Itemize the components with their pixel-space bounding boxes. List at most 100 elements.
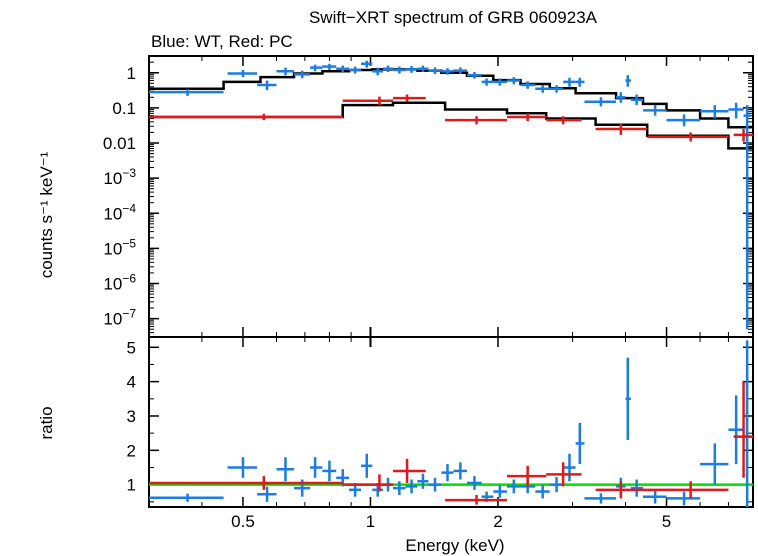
ratio-tick-label: 1 <box>127 476 136 495</box>
data-point <box>700 443 729 485</box>
data-point <box>647 132 729 142</box>
data-point <box>441 464 454 482</box>
x-tick-label: 0.5 <box>231 512 255 531</box>
data-point <box>276 67 295 76</box>
y-tick-label: 10−4 <box>103 201 136 223</box>
data-point <box>506 113 547 122</box>
y-tick-label: 10−5 <box>103 236 136 258</box>
y-tick-label: 10−6 <box>103 272 136 294</box>
data-point <box>493 485 507 498</box>
data-point <box>382 65 393 73</box>
data-point <box>728 395 744 465</box>
data-point <box>595 123 648 135</box>
top-panel-ylabel: counts s⁻¹ keV⁻¹ <box>37 151 56 278</box>
data-point <box>417 65 429 73</box>
data-point <box>453 67 468 75</box>
data-point <box>535 85 550 93</box>
data-point <box>227 69 258 78</box>
data-point <box>441 68 454 75</box>
data-point <box>342 474 393 492</box>
data-point <box>392 66 406 74</box>
y-tick-label: 0.1 <box>112 99 136 118</box>
data-point <box>149 113 343 121</box>
data-point <box>257 80 277 91</box>
ratio-panel-frame <box>148 336 754 508</box>
ratio-data <box>149 340 753 507</box>
data-point <box>643 489 667 504</box>
data-point <box>428 67 442 75</box>
data-point <box>647 481 729 499</box>
data-point <box>616 92 626 103</box>
data-point <box>520 81 536 89</box>
data-point <box>257 486 277 502</box>
data-point <box>417 473 429 489</box>
chart-title: Swift−XRT spectrum of GRB 060923A <box>309 8 598 27</box>
x-tick-label: 2 <box>493 512 502 531</box>
data-point <box>310 457 323 478</box>
data-point <box>630 94 644 106</box>
data-point <box>575 77 585 87</box>
x-tick-label: 1 <box>366 512 375 531</box>
data-point <box>428 477 442 492</box>
data-point <box>506 77 521 85</box>
ratio-tick-label: 3 <box>127 407 136 426</box>
data-point <box>743 105 751 330</box>
ratio-tick-label: 5 <box>127 338 136 357</box>
data-point <box>666 114 701 127</box>
y-tick-label: 10−7 <box>103 307 136 329</box>
ratio-tick-label: 4 <box>127 373 136 392</box>
data-point <box>149 493 224 502</box>
data-point <box>506 465 547 487</box>
data-point <box>361 453 373 478</box>
y-tick-label: 10−3 <box>103 166 136 188</box>
data-point <box>361 60 373 68</box>
data-point <box>392 94 426 102</box>
data-point <box>546 116 582 125</box>
data-point <box>227 457 258 478</box>
data-point <box>584 97 617 107</box>
data-point <box>392 481 406 495</box>
data-point <box>372 67 383 76</box>
data-point <box>405 479 418 494</box>
data-point <box>700 105 729 119</box>
data-point <box>322 63 337 70</box>
data-point <box>149 476 343 490</box>
data-point <box>481 78 494 86</box>
data-point <box>563 453 576 482</box>
data-point <box>535 484 550 499</box>
x-axis-label: Energy (keV) <box>405 536 504 555</box>
data-point <box>467 72 482 79</box>
data-point <box>728 102 744 119</box>
x-tick-label: 5 <box>662 512 671 531</box>
y-tick-label: 0.01 <box>103 134 136 153</box>
data-point <box>310 64 323 72</box>
data-point <box>392 458 426 483</box>
data-point <box>733 129 753 142</box>
data-point <box>575 422 585 465</box>
spectrum-panel-frame <box>148 55 754 338</box>
spectrum-panel: 1 0.1 0.01 10−3 10−4 10−5 10−6 10−7 <box>103 55 754 347</box>
data-point <box>643 105 667 116</box>
chart-subtitle: Blue: WT, Red: PC <box>151 32 293 51</box>
data-point <box>595 481 648 499</box>
data-point <box>666 491 701 506</box>
data-point <box>453 462 468 480</box>
data-point <box>294 70 311 79</box>
data-point <box>584 493 617 504</box>
data-point <box>563 77 576 87</box>
data-point <box>342 96 393 106</box>
data-point <box>546 462 582 487</box>
data-point <box>506 479 521 494</box>
data-point <box>445 494 507 505</box>
data-point <box>493 78 507 86</box>
data-point <box>322 460 337 482</box>
spectrum-data <box>149 60 753 330</box>
ratio-panel: 0.5 1 2 5 1 2 3 4 5 <box>127 336 754 531</box>
data-point <box>336 65 350 73</box>
ratio-tick-label: 2 <box>127 441 136 460</box>
data-point <box>630 479 644 497</box>
data-point <box>625 357 631 441</box>
data-point <box>733 381 753 478</box>
data-point <box>349 66 362 74</box>
